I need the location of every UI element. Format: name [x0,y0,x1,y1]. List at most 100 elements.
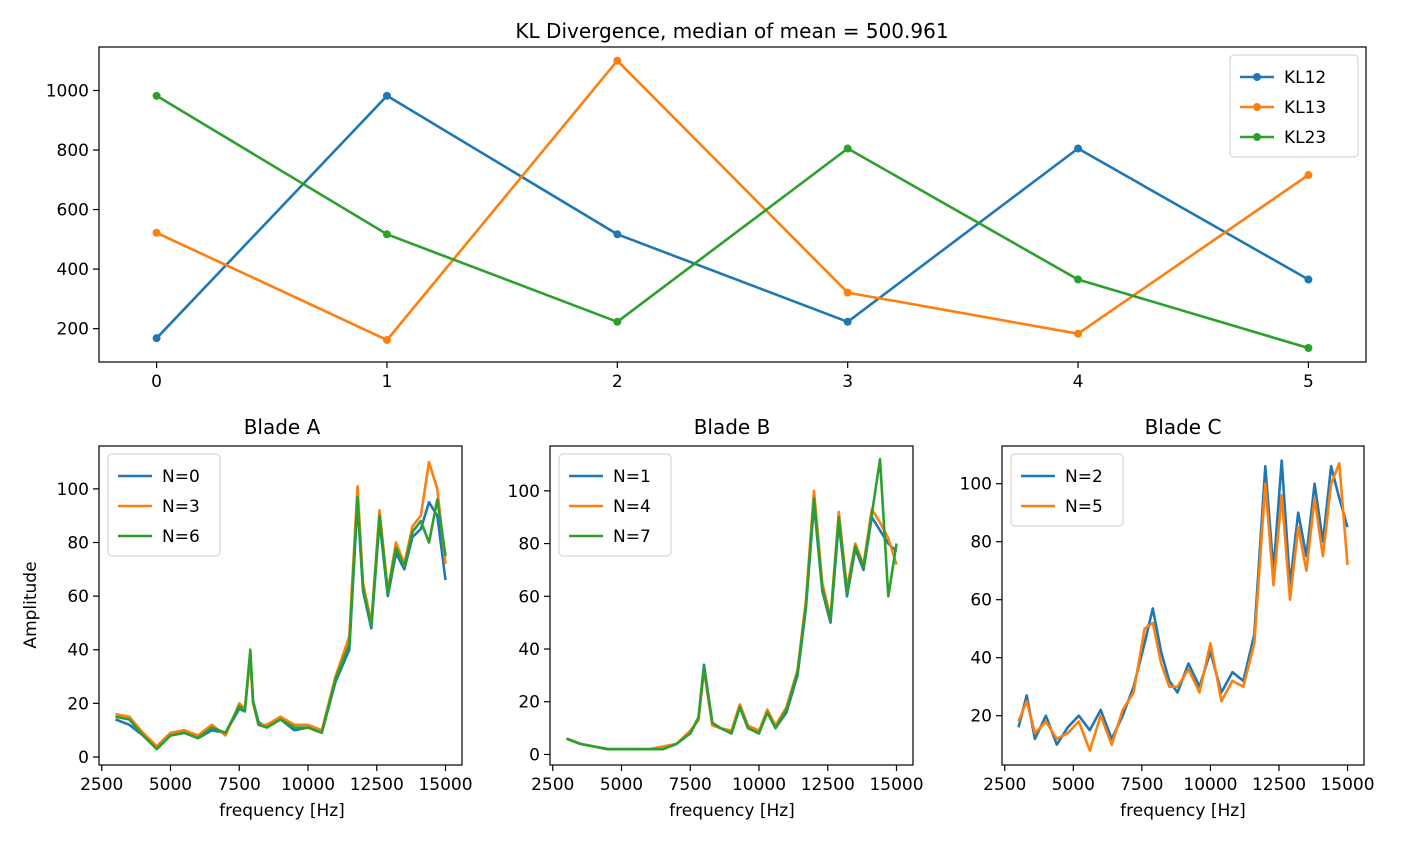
kl-series-point-KL12-4 [1074,144,1083,153]
kl-series-line-KL13 [156,59,1310,342]
blade-a-xlabel: frequency [Hz] [219,801,345,821]
blade-a-legend-box [107,453,221,557]
blade-a-xtick-label-2500: 2500 [80,775,123,795]
kl-series-point-KL23-2 [613,317,622,326]
blade-a-legend-label-N=6: N=6 [162,527,200,547]
kl-series-point-KL23-4 [1074,275,1083,284]
kl-series-point-KL23-1 [382,230,391,239]
kl-ytick-label-800: 800 [57,141,89,161]
kl-series-point-KL12-3 [843,317,852,326]
blade-c-xtick-label-2500: 2500 [983,775,1026,795]
kl-legend-label-KL12: KL12 [1284,68,1326,88]
blade-c-plot-frame [1001,445,1365,766]
kl-series-point-KL12-5 [1304,275,1313,284]
blade-a-ytick-label-0: 0 [78,748,89,768]
kl-series-point-KL12-2 [613,230,622,239]
blade-a-series-line-N=6 [115,495,447,751]
kl-series-point-KL23-3 [843,144,852,153]
kl-series-point-KL13-4 [1074,329,1083,338]
blade-b-xtick-label-15000: 15000 [869,775,923,795]
blade-a-chart: Blade A frequency [Hz] Amplitude 2500 500… [21,415,473,821]
blade-a-ytick-label-60: 60 [67,587,89,607]
blade-a-ytick-label-100: 100 [57,480,89,500]
blade-b-legend-label-N=7: N=7 [613,527,651,547]
blade-a-ytick-label-80: 80 [67,534,89,554]
kl-series-line-KL23 [155,94,1309,350]
kl-series-point-KL23-0 [152,91,161,100]
blade-b-xtick-label-7500: 7500 [669,775,712,795]
blade-b-xtick-label-10000: 10000 [732,775,786,795]
kl-series-point-KL12-0 [152,334,161,343]
blade-a-legend-label-N=0: N=0 [162,467,200,487]
blade-c-ytick-label-20: 20 [970,707,992,727]
blade-c-legend-label-N=5: N=5 [1065,497,1103,517]
blade-a-title: Blade A [244,415,321,439]
blade-b-chart: Blade B frequency [Hz] 2500 5000 7500 10000… [508,415,924,821]
blade-b-title: Blade B [694,415,771,439]
kl-series-point-KL13-3 [843,288,852,297]
blade-b-ytick-label-20: 20 [518,693,540,713]
blade-b-legend-label-N=1: N=1 [613,467,651,487]
blade-c-ytick-label-40: 40 [970,649,992,669]
kl-series-point-KL13-5 [1304,171,1313,180]
blade-a-xtick-label-12500: 12500 [350,775,404,795]
kl-legend-label-KL23: KL23 [1284,128,1326,148]
kl-xtick-label-2: 2 [612,372,623,392]
kl-xtick-label-0: 0 [151,372,162,392]
blade-b-ytick-label-0: 0 [529,745,540,765]
blade-b-xtick-label-5000: 5000 [600,775,643,795]
blade-b-xtick-label-12500: 12500 [801,775,855,795]
kl-ytick-label-1000: 1000 [46,81,89,101]
blade-a-series-line-N=3 [115,460,447,748]
blade-a-plot-frame [98,445,463,766]
blade-b-ytick-label-100: 100 [508,482,540,502]
blade-c-series-line-N=2 [1017,459,1349,747]
blade-c-ytick-label-100: 100 [960,475,992,495]
kl-legend-marker-KL23 [1253,133,1261,141]
blade-c-title: Blade C [1145,415,1222,439]
kl-divergence-chart: KL Divergence, median of mean = 500.961 … [46,19,1367,392]
blade-a-xtick-label-5000: 5000 [149,775,192,795]
kl-ytick-label-200: 200 [57,320,89,340]
kl-xtick-label-1: 1 [382,372,393,392]
blade-a-ytick-label-20: 20 [67,694,89,714]
blade-a-xtick-label-15000: 15000 [418,775,472,795]
blade-b-ytick-label-60: 60 [518,587,540,607]
blade-a-legend-label-N=3: N=3 [162,497,200,517]
blade-b-xtick-label-2500: 2500 [531,775,574,795]
blade-b-legend-box [558,453,672,557]
blade-c-series-line-N=5 [1017,462,1349,752]
blade-c-xtick-label-12500: 12500 [1252,775,1306,795]
kl-series-point-KL23-5 [1304,344,1313,353]
kl-series-point-KL13-2 [613,56,622,65]
blade-c-xtick-label-15000: 15000 [1320,775,1374,795]
blade-b-legend-label-N=4: N=4 [613,497,651,517]
kl-legend-box [1229,54,1359,158]
kl-legend-label-KL13: KL13 [1284,98,1326,118]
blade-c-xtick-label-5000: 5000 [1052,775,1095,795]
kl-xtick-label-3: 3 [842,372,853,392]
blade-c-xtick-label-10000: 10000 [1183,775,1237,795]
kl-ytick-label-400: 400 [57,260,89,280]
blade-a-xtick-label-10000: 10000 [281,775,335,795]
blade-c-xtick-label-7500: 7500 [1120,775,1163,795]
kl-xtick-label-4: 4 [1073,372,1084,392]
kl-series-point-KL12-1 [382,91,391,100]
blade-b-series-line-N=7 [566,457,898,751]
kl-chart-title: KL Divergence, median of mean = 500.961 [515,19,948,43]
kl-ytick-label-600: 600 [57,201,89,221]
kl-series-point-KL13-0 [152,228,161,237]
blade-a-ytick-label-40: 40 [67,641,89,661]
blade-c-legend-label-N=2: N=2 [1065,467,1103,487]
blade-c-xlabel: frequency [Hz] [1120,801,1246,821]
kl-series-line-KL12 [155,94,1310,340]
kl-legend-marker-KL13 [1253,103,1261,111]
blade-c-ytick-label-60: 60 [970,591,992,611]
blade-c-ytick-label-80: 80 [970,533,992,553]
kl-series-point-KL13-1 [382,335,391,344]
kl-plot-frame [98,46,1367,363]
blade-a-xtick-label-7500: 7500 [218,775,261,795]
blade-b-ytick-label-80: 80 [518,535,540,555]
blade-b-plot-frame [549,445,914,766]
